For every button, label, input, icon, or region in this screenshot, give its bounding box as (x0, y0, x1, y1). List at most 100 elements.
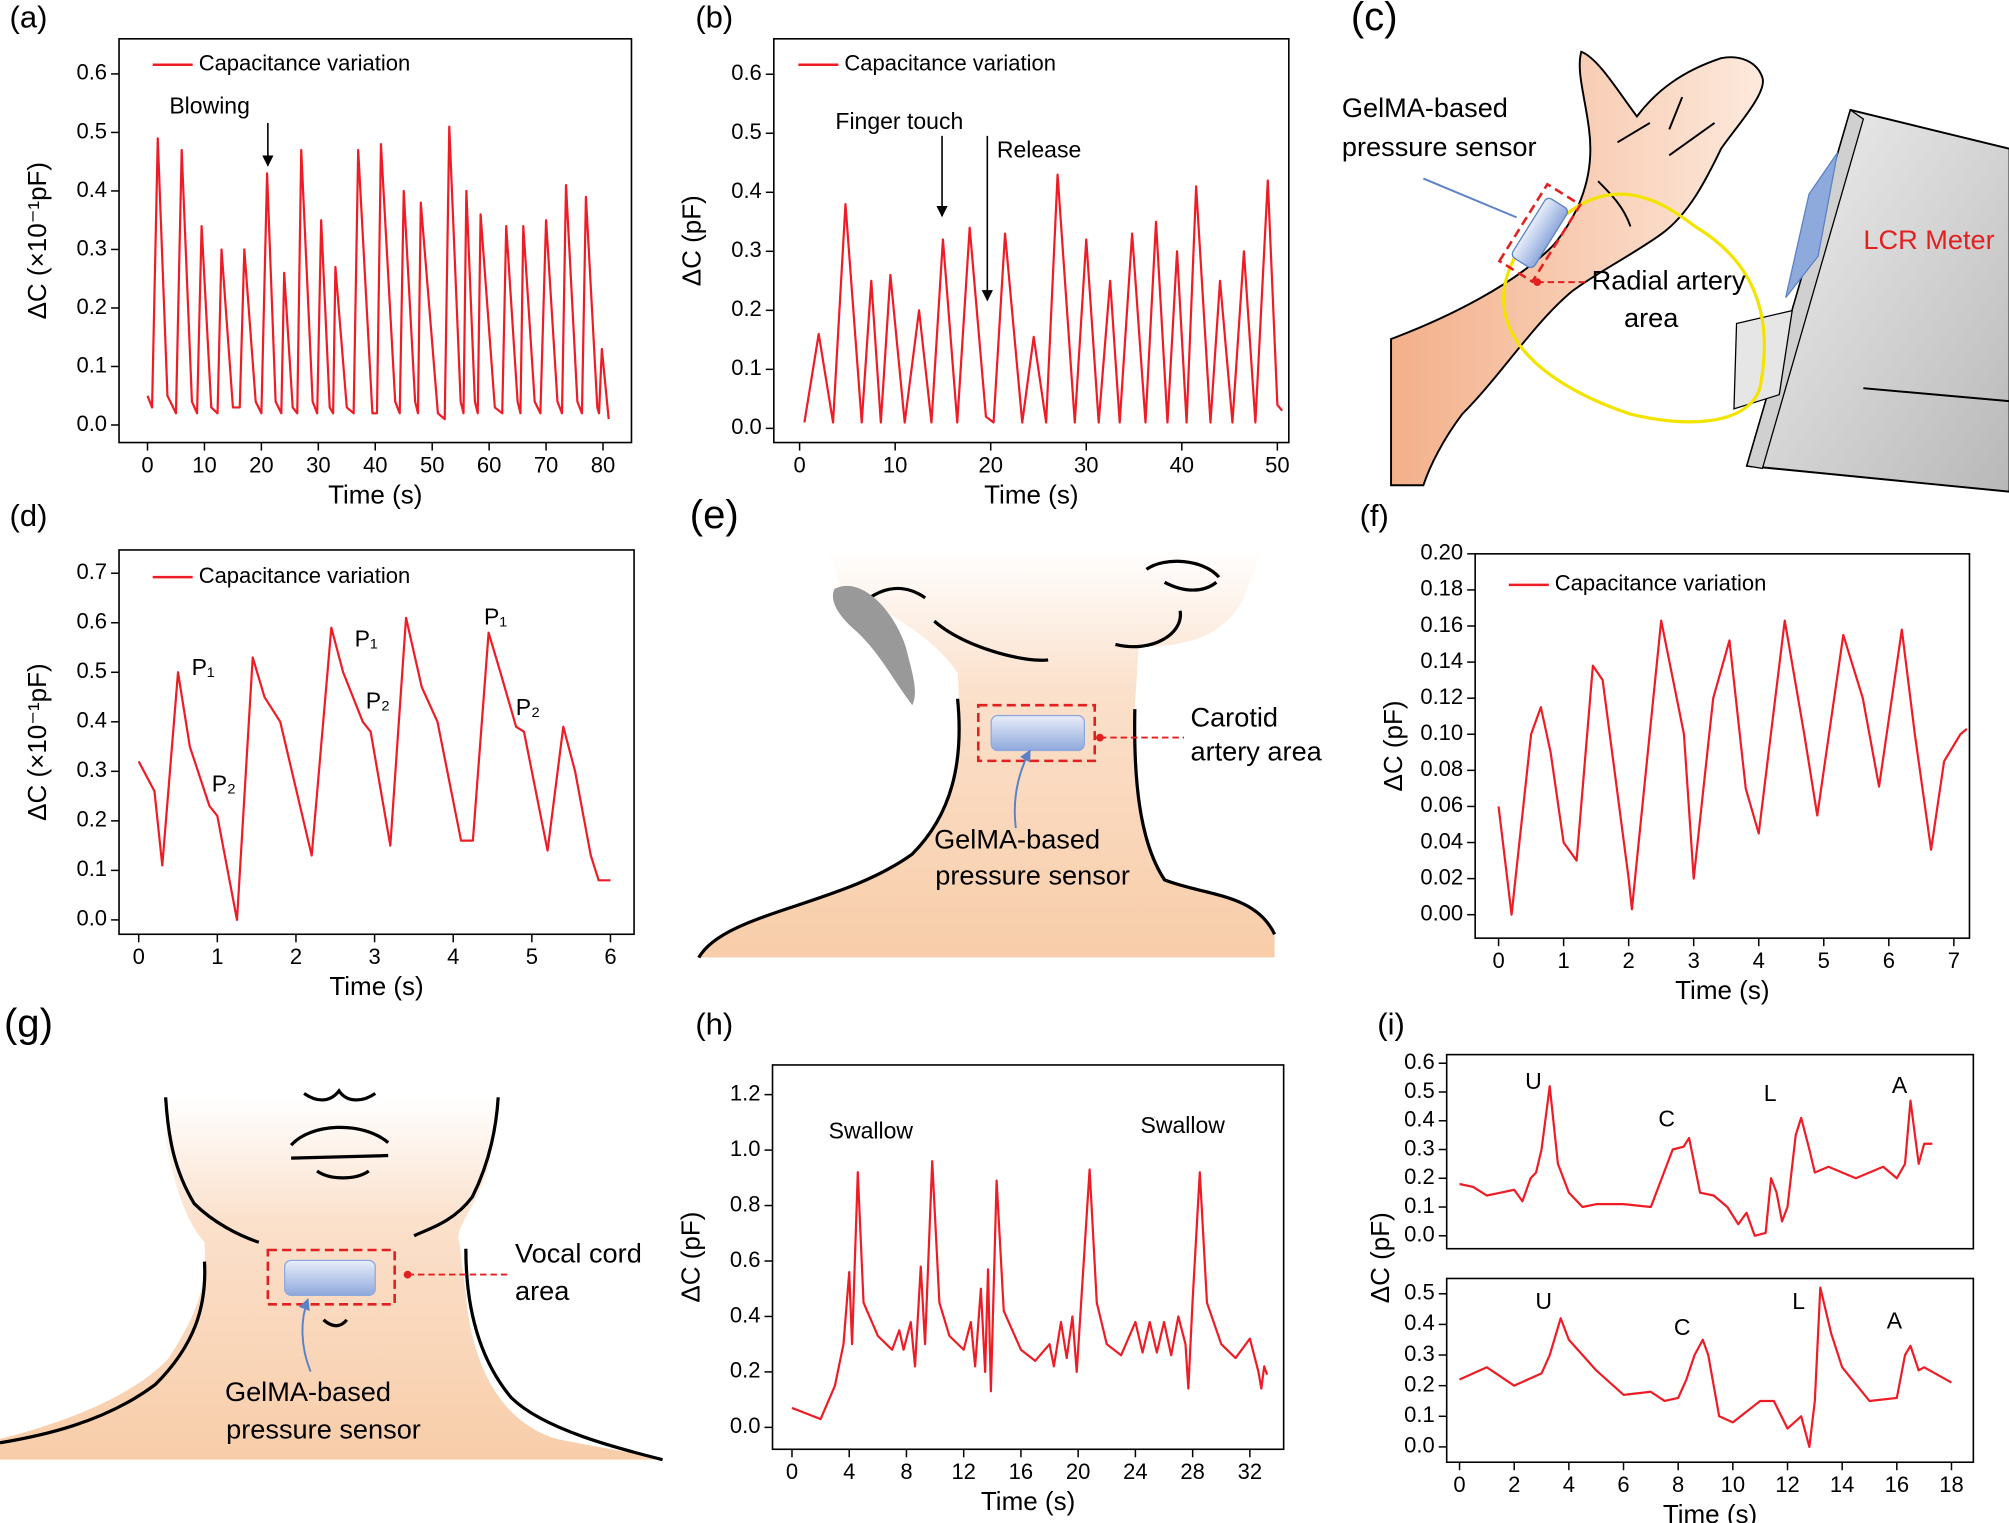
x-axis-label: Time (s) (984, 479, 1078, 509)
legend-label: Capacitance variation (1555, 571, 1767, 596)
pointer (1423, 177, 1517, 219)
data-line (1459, 1286, 1953, 1449)
x-tick-label: 30 (1074, 452, 1098, 477)
y-tick-label: 0.0 (731, 414, 762, 439)
x-tick-label: 18 (1939, 1472, 1963, 1497)
annotation: C (1658, 1106, 1675, 1132)
x-tick-label: 4 (1753, 948, 1765, 973)
y-tick-label: 0.00 (1420, 901, 1463, 926)
x-tick-label: 3 (368, 944, 380, 969)
x-axis-label: Time (s) (329, 971, 423, 1001)
annotation: L (1792, 1288, 1805, 1314)
y-tick-label: 0.0 (1404, 1433, 1435, 1458)
plot-frame (773, 38, 1290, 444)
x-tick-label: 8 (900, 1459, 912, 1484)
y-tick-label: 0.4 (731, 178, 762, 203)
wrist-diagram: (c) GelMA-based pressure sensor Radial a… (1342, 0, 2009, 493)
x-tick-label: 80 (591, 452, 615, 477)
x-tick-label: 10 (883, 452, 907, 477)
sensor-label: GelMA-based (225, 1376, 391, 1407)
neck-diagram: (e) Carotid artery area GelMA-based pres… (690, 493, 1323, 959)
x-tick-label: 60 (477, 452, 501, 477)
y-tick-label: 0.2 (76, 807, 107, 832)
chart: 0.0 0.1 0.2 0.3 0.4 0.5 0.6 0.7 0 1 2 3 4 5 6 Time (s) Δ… (10, 498, 635, 1001)
y-tick-label: 0.6 (730, 1247, 761, 1272)
area-label: area (515, 1275, 570, 1306)
wire (1502, 192, 1766, 424)
sensor-label: pressure sensor (1342, 131, 1537, 162)
neck (698, 549, 1275, 958)
x-tick-label: 0 (1492, 948, 1504, 973)
x-tick-label: 4 (447, 944, 459, 969)
outline (0, 1088, 663, 1462)
area-box (976, 703, 1097, 763)
x-axis-label: Time (s) (1675, 975, 1769, 1005)
y-tick-label: 0.3 (1404, 1341, 1435, 1366)
data-line (803, 173, 1283, 424)
y-tick-label: 0.8 (730, 1191, 761, 1216)
x-tick-label: 7 (1948, 948, 1960, 973)
x-tick-label: 4 (1563, 1472, 1575, 1497)
sensor (1511, 197, 1569, 269)
arm (1390, 50, 1764, 487)
y-tick-label: 0.5 (76, 658, 107, 683)
hand-lines (1597, 96, 1716, 227)
y-tick-label: 0.02 (1420, 864, 1463, 889)
y-tick-label: 0.0 (76, 906, 107, 931)
panel-label: (i) (1377, 1006, 1405, 1041)
chart: 0.0 0.1 0.2 0.3 0.4 0.5 0.6 ΔC (pF) (i) U C L A (1365, 1006, 1975, 1303)
sensor (284, 1259, 376, 1296)
throat-diagram: (g) Vocal cord area GelMA-based pressure… (0, 1002, 663, 1462)
y-tick-label: 1.0 (730, 1136, 761, 1161)
panel-label: (d) (10, 498, 48, 533)
x-tick-label: 8 (1672, 1472, 1684, 1497)
x-tick-label: 10 (1721, 1472, 1745, 1497)
y-tick-label: 0.04 (1420, 828, 1463, 853)
x-tick-label: 0 (793, 452, 805, 477)
x-tick-label: 0 (141, 452, 153, 477)
y-tick-label: 0.2 (730, 1358, 761, 1383)
panel-label: (h) (695, 1006, 733, 1041)
plot-frame (1445, 1277, 1975, 1464)
y-tick-label: 0.18 (1420, 576, 1463, 601)
x-tick-label: 24 (1123, 1459, 1147, 1484)
annotation: P₁ (484, 604, 507, 630)
panel-label: (g) (4, 1002, 53, 1046)
y-tick-label: 0.2 (76, 294, 107, 319)
y-tick-label: 0.6 (76, 609, 107, 634)
plot-frame (118, 549, 635, 936)
sensor-label: pressure sensor (935, 860, 1130, 891)
plot-frame (1474, 553, 1971, 939)
panel-label: (c) (1351, 0, 1398, 39)
x-tick-label: 70 (534, 452, 558, 477)
chart: 0.0 0.1 0.2 0.3 0.4 0.5 0 2 4 6 8 10 12 14 16 18 Time (s… (1404, 1277, 1975, 1523)
x-tick-label: 30 (306, 452, 330, 477)
x-tick-label: 6 (1617, 1472, 1629, 1497)
y-tick-label: 1.2 (730, 1080, 761, 1105)
y-tick-label: 0.5 (1404, 1280, 1435, 1305)
data-line (1459, 1085, 1933, 1237)
x-axis-label: Time (s) (1663, 1499, 1757, 1523)
y-tick-label: 0.5 (1404, 1078, 1435, 1103)
x-tick-label: 50 (1265, 452, 1289, 477)
x-tick-label: 16 (1885, 1472, 1909, 1497)
y-tick-label: 0.1 (1404, 1402, 1435, 1427)
x-tick-label: 6 (604, 944, 616, 969)
annotation: Release (997, 136, 1081, 162)
y-tick-label: 0.0 (1404, 1222, 1435, 1247)
y-axis-label: ΔC (pF) (677, 195, 707, 286)
x-tick-label: 40 (1170, 452, 1194, 477)
x-tick-label: 1 (211, 944, 223, 969)
sensor-label: pressure sensor (226, 1413, 421, 1444)
area-label: Radial artery (1592, 264, 1746, 295)
panel-label: (a) (10, 0, 48, 35)
panel-label: (f) (1360, 498, 1389, 533)
x-tick-label: 3 (1688, 948, 1700, 973)
meter-box (1745, 108, 2009, 493)
y-tick-label: 0.4 (1404, 1310, 1435, 1335)
plot-frame (771, 1064, 1285, 1451)
annotation: P₂ (212, 771, 236, 797)
x-axis-label: Time (s) (981, 1486, 1075, 1516)
y-tick-label: 0.2 (731, 296, 762, 321)
y-tick-label: 0.1 (731, 355, 762, 380)
